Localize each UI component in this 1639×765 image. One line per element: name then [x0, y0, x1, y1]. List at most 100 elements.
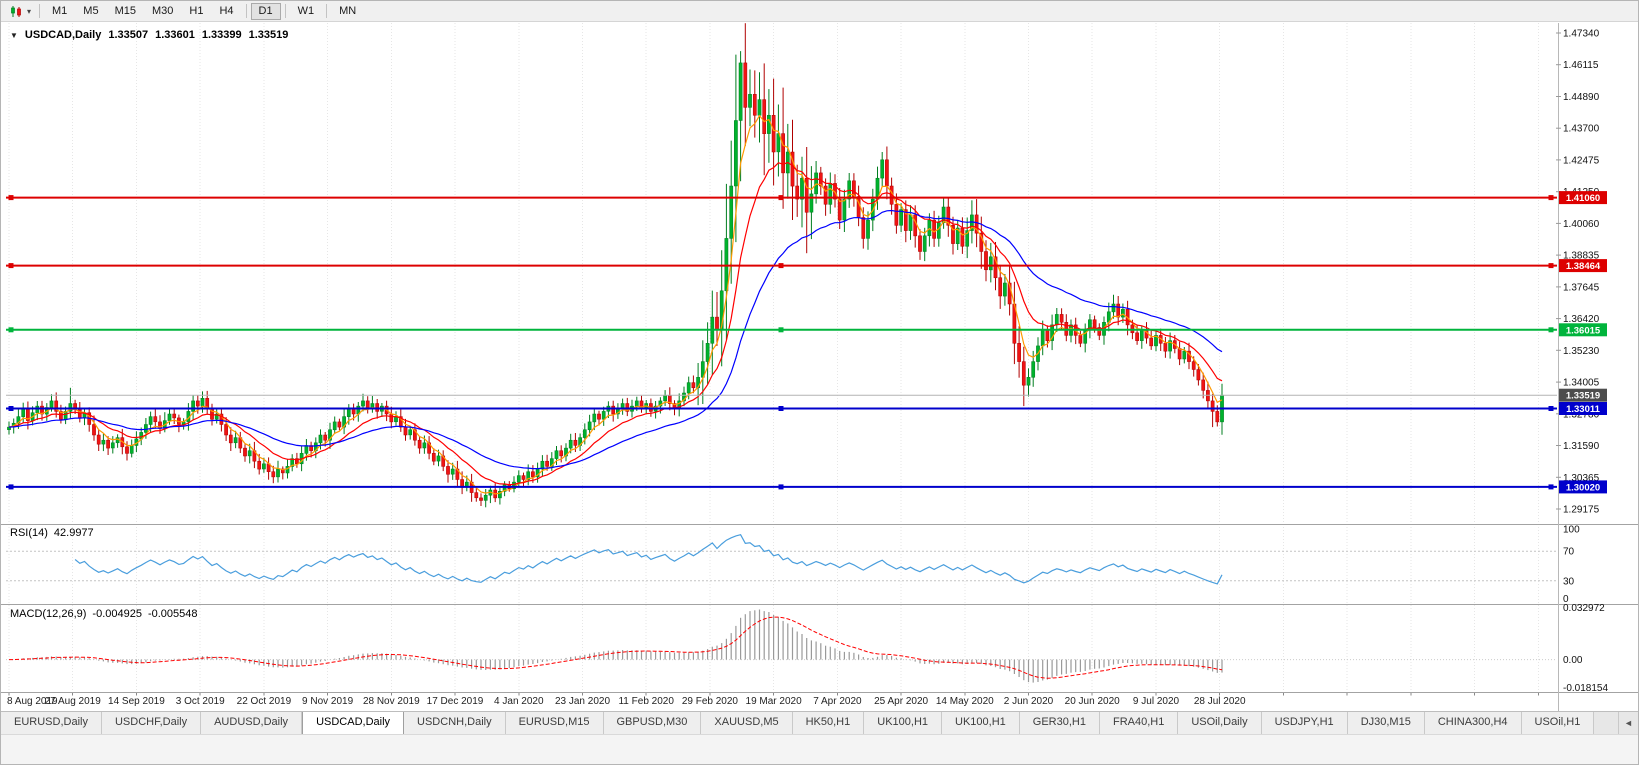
date-label: 4 Jan 2020 — [494, 696, 544, 707]
svg-text:1.33519: 1.33519 — [1566, 391, 1600, 402]
line-handle[interactable] — [1548, 484, 1554, 490]
chart-tab[interactable]: DJ30,M15 — [1347, 712, 1425, 734]
rsi-scale-label: 0 — [1563, 594, 1569, 605]
timeframe-mn-button[interactable]: MN — [331, 3, 364, 20]
line-handle[interactable] — [8, 484, 14, 490]
macd-panel: 0.032972 0.00 -0.018154 — [6, 603, 1608, 694]
price-axis-label: 1.40060 — [1563, 219, 1600, 230]
rsi-line — [74, 534, 1223, 585]
horizontal-line[interactable] — [6, 263, 1557, 269]
chart-tab[interactable]: USOil,Daily — [1178, 712, 1262, 734]
timeframe-m1-button[interactable]: M1 — [44, 3, 75, 20]
date-label: 20 Jun 2020 — [1065, 696, 1120, 707]
price-axis-label: 1.36420 — [1563, 314, 1600, 325]
chart-tab[interactable]: CHINA300,H4 — [1424, 712, 1522, 734]
date-label: 14 Sep 2019 — [108, 696, 165, 707]
moving-average-line — [8, 161, 1223, 486]
date-label: 17 Dec 2019 — [427, 696, 484, 707]
price-axis-label: 1.44890 — [1563, 92, 1600, 103]
status-bar — [1, 734, 1638, 764]
line-handle[interactable] — [1548, 195, 1554, 201]
date-label: 19 Mar 2020 — [746, 696, 803, 707]
chart-tab[interactable]: EURUSD,M15 — [505, 712, 604, 734]
toolbar-separator — [245, 4, 247, 18]
panel-separators[interactable] — [1, 23, 1639, 711]
chevron-down-icon: ▾ — [27, 6, 32, 16]
macd-scale-label: -0.018154 — [1563, 683, 1608, 694]
chart-tab[interactable]: HK50,H1 — [792, 712, 865, 734]
chart-tab[interactable]: USDCAD,Daily — [302, 712, 405, 734]
svg-text:1.41060: 1.41060 — [1566, 193, 1600, 204]
chart-type-button[interactable]: ▾ — [6, 4, 35, 19]
line-handle[interactable] — [8, 406, 14, 411]
chart-tab[interactable]: USDCNH,Daily — [404, 712, 506, 734]
chart-tab[interactable]: XAUUSD,M5 — [701, 712, 793, 734]
timeframe-h1-button[interactable]: H1 — [181, 3, 211, 20]
timeframe-m5-button[interactable]: M5 — [75, 3, 106, 20]
chart-tab[interactable]: UK100,H1 — [864, 712, 943, 734]
chart-tab[interactable]: GER30,H1 — [1019, 712, 1100, 734]
chart-tabs: EURUSD,Daily USDCHF,Daily AUDUSD,Daily USDC… — [1, 712, 1638, 734]
horizontal-line[interactable] — [6, 195, 1557, 201]
chart-tab[interactable]: UK100,H1 — [942, 712, 1020, 734]
price-axis-label: 1.30365 — [1563, 473, 1600, 484]
line-handle[interactable] — [778, 263, 784, 269]
price-axis-label: 1.29175 — [1563, 505, 1600, 516]
chart-area: 8 Aug 2019 27 Aug 2019 14 Sep 2019 3 Oct 20… — [1, 23, 1639, 711]
date-label: 28 Jul 2020 — [1194, 696, 1246, 707]
candlestick-chart-icon — [11, 5, 21, 17]
line-handle[interactable] — [778, 327, 784, 333]
price-tag: 1.38464 — [1559, 259, 1607, 273]
price-axis-label: 1.46115 — [1563, 60, 1599, 71]
timeframe-buttons: M1 M5 M15 M30 H1 H4 D1 W1 MN — [44, 2, 364, 20]
line-handle[interactable] — [8, 195, 14, 201]
timeframe-m30-button[interactable]: M30 — [144, 3, 181, 20]
chart-tab[interactable]: EURUSD,Daily — [1, 712, 102, 734]
price-tag: 1.33519 — [1559, 388, 1607, 402]
line-handle[interactable] — [778, 406, 784, 411]
timeframe-m15-button[interactable]: M15 — [107, 3, 144, 20]
horizontal-line[interactable] — [6, 327, 1557, 333]
price-tag: 1.30020 — [1559, 480, 1607, 494]
date-label: 27 Aug 2019 — [45, 696, 102, 707]
rsi-scale-label: 70 — [1563, 547, 1575, 558]
date-label: 9 Nov 2019 — [302, 696, 354, 707]
timeframe-w1-button[interactable]: W1 — [290, 3, 323, 20]
chart-toolbar: ▾ M1 M5 M15 M30 H1 H4 D1 W1 MN — [1, 1, 1638, 22]
chart-tab[interactable]: FRA40,H1 — [1099, 712, 1179, 734]
date-label: 22 Oct 2019 — [237, 696, 292, 707]
price-axis-label: 1.31590 — [1563, 441, 1600, 452]
date-label: 3 Oct 2019 — [176, 696, 225, 707]
date-label: 23 Jan 2020 — [555, 696, 610, 707]
line-handle[interactable] — [8, 327, 14, 333]
tab-scroll-left-button[interactable]: ◄ — [1618, 712, 1638, 734]
horizontal-line[interactable] — [6, 406, 1557, 411]
price-tag: 1.33011 — [1559, 402, 1607, 415]
chart-tab[interactable]: AUDUSD,Daily — [201, 712, 303, 734]
date-label: 29 Feb 2020 — [682, 696, 739, 707]
timeframe-h4-button[interactable]: H4 — [211, 3, 241, 20]
date-label: 2 Jun 2020 — [1004, 696, 1054, 707]
price-axis-label: 1.37645 — [1563, 282, 1600, 293]
timeframe-d1-button[interactable]: D1 — [250, 2, 281, 20]
chart-tab[interactable]: GBPUSD,M30 — [603, 712, 702, 734]
line-handle[interactable] — [1548, 406, 1554, 411]
chart-tab[interactable]: USDCHF,Daily — [101, 712, 202, 734]
svg-text:1.38464: 1.38464 — [1566, 261, 1601, 272]
macd-signal-line — [9, 616, 1223, 679]
toolbar-separator — [326, 4, 328, 18]
toolbar-separator — [284, 4, 286, 18]
line-handle[interactable] — [778, 195, 784, 201]
line-handle[interactable] — [1548, 263, 1554, 269]
date-label: 11 Feb 2020 — [618, 696, 674, 707]
moving-average-line — [8, 114, 1223, 495]
line-handle[interactable] — [8, 263, 14, 269]
chart-tab[interactable]: USOil,H1 — [1521, 712, 1595, 734]
horizontal-line[interactable] — [6, 484, 1557, 490]
date-label: 8 Aug 2019 — [7, 696, 58, 707]
line-handle[interactable] — [1548, 327, 1554, 333]
chart-tab[interactable]: USDJPY,H1 — [1261, 712, 1348, 734]
line-handle[interactable] — [778, 484, 784, 490]
